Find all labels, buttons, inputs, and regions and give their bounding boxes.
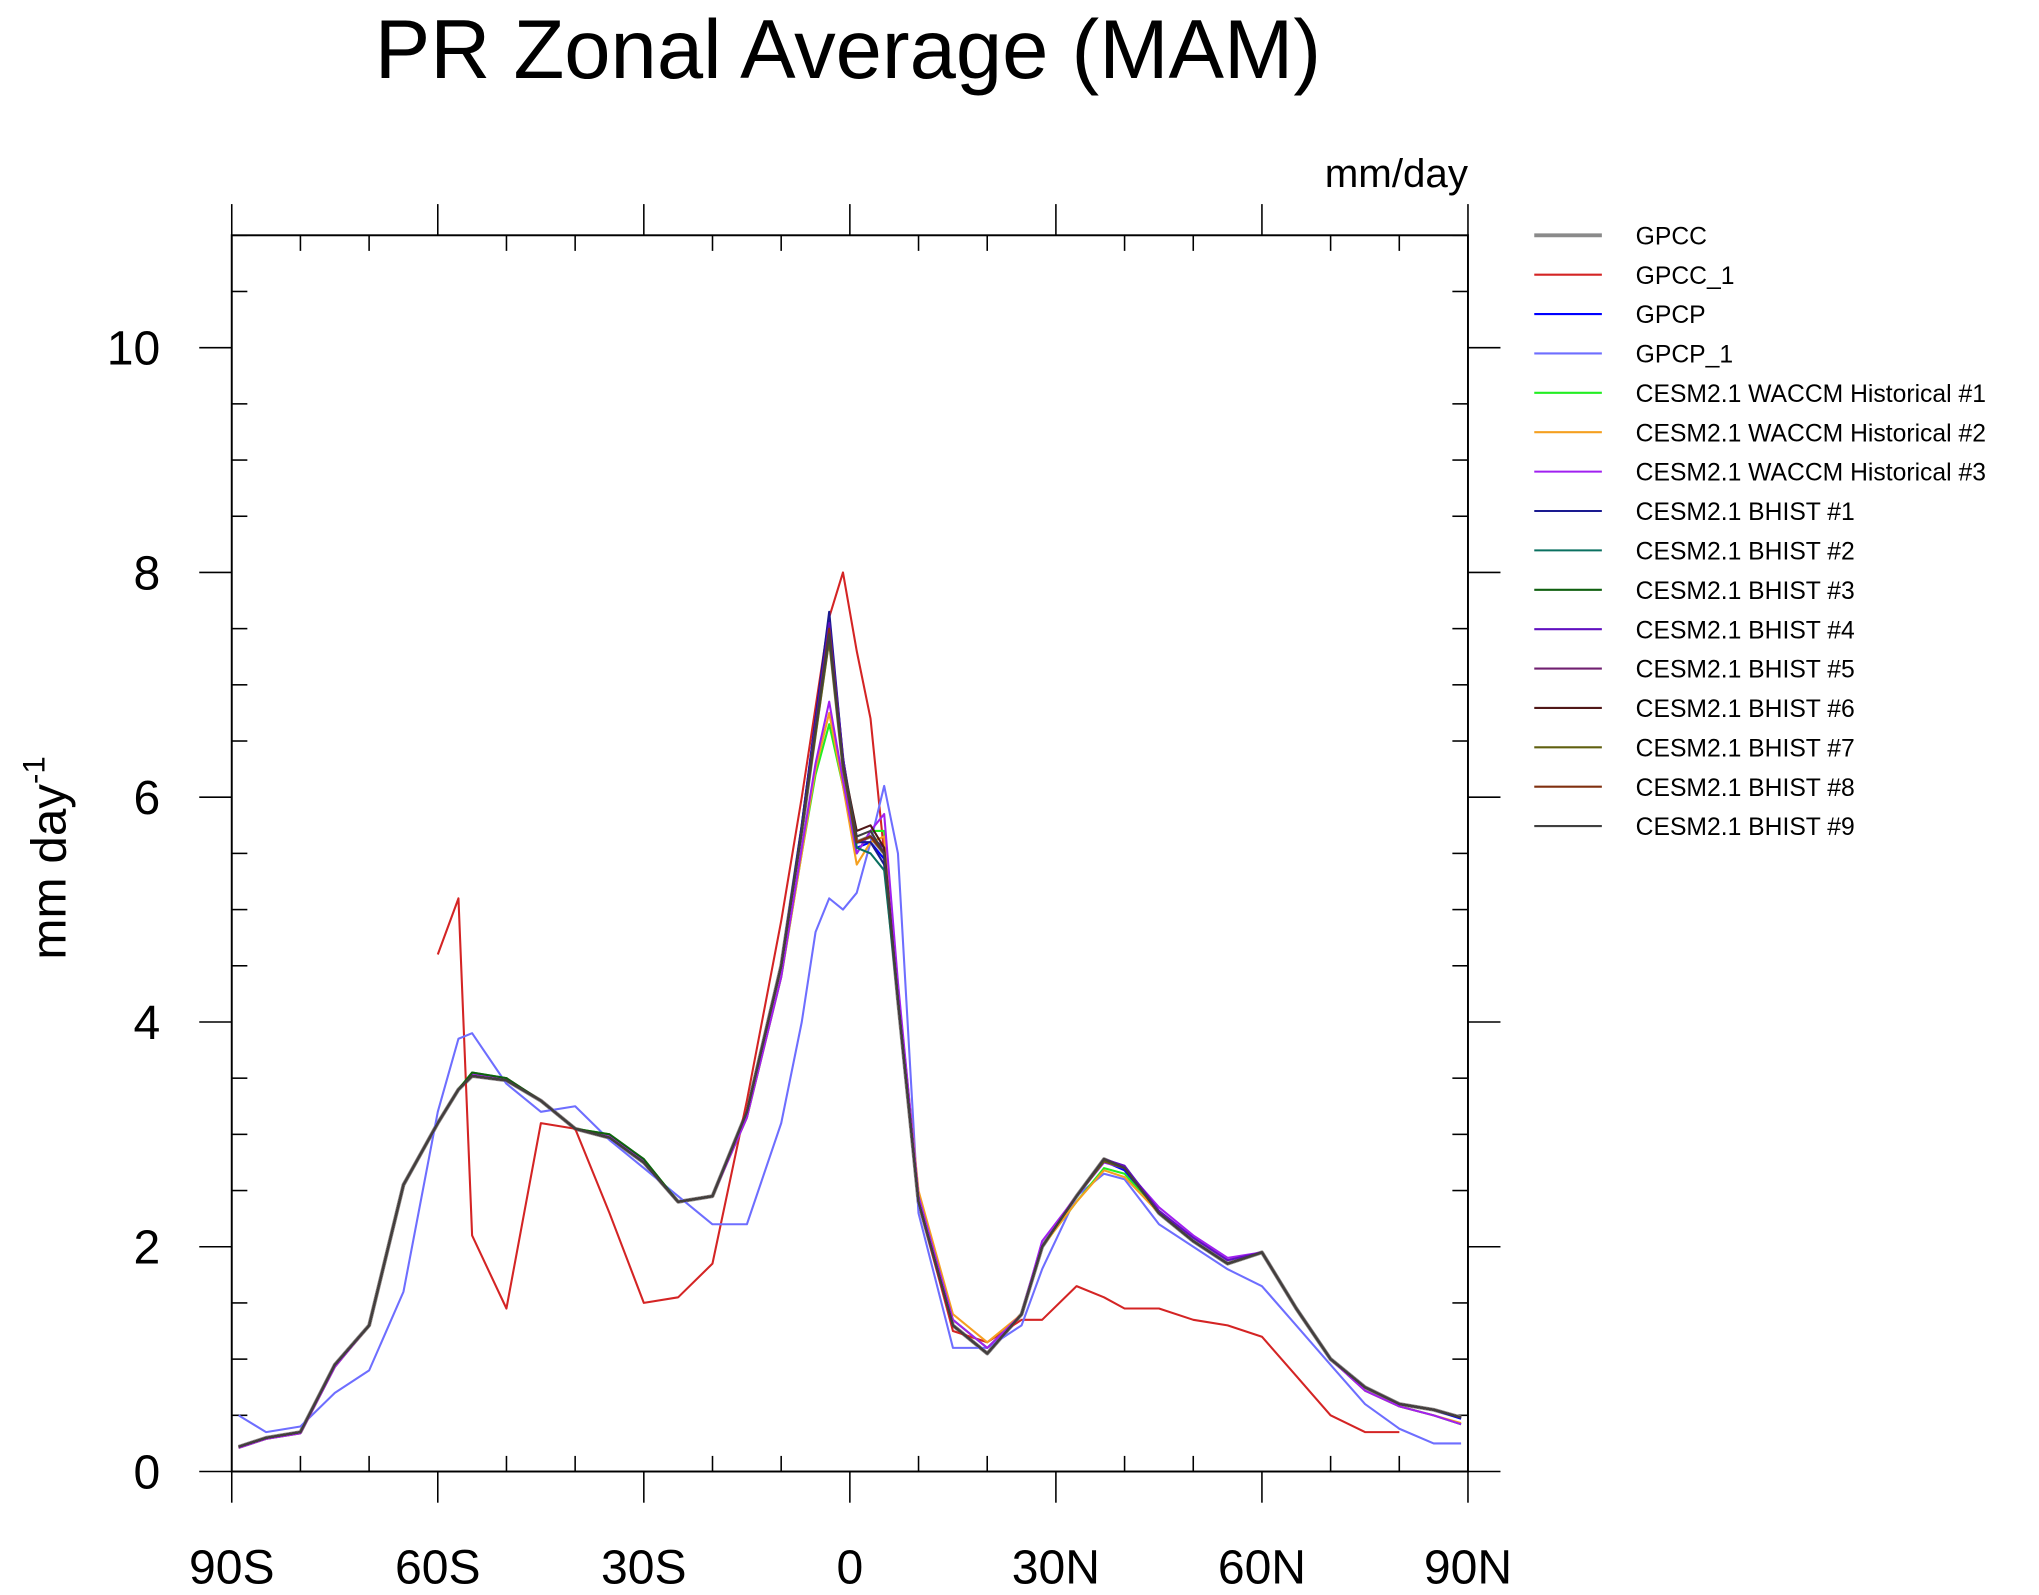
series-line (238, 633, 1462, 1448)
series-line (238, 627, 1462, 1448)
legend-label: CESM2.1 WACCM Historical #1 (1636, 381, 1986, 408)
y-label-text: mm day (21, 784, 76, 960)
x-tick-label: 60N (1218, 1540, 1306, 1594)
legend-label: CESM2.1 BHIST #6 (1636, 696, 1855, 723)
y-tick-label: 10 (107, 322, 160, 376)
legend-label: CESM2.1 BHIST #7 (1636, 735, 1855, 762)
series-line (238, 622, 1462, 1448)
y-tick-label: 2 (134, 1221, 161, 1275)
y-tick-label: 6 (134, 771, 161, 825)
x-tick-label: 90S (189, 1540, 275, 1594)
legend-label: CESM2.1 BHIST #1 (1636, 499, 1855, 526)
y-tick-label: 0 (134, 1445, 161, 1499)
legend-label: CESM2.1 BHIST #8 (1636, 775, 1855, 802)
x-tick-label: 30S (601, 1540, 687, 1594)
units-label: mm/day (1325, 151, 1469, 196)
series-line (238, 638, 1462, 1448)
series-line (238, 616, 1462, 1448)
y-tick-label: 8 (134, 546, 161, 600)
y-label-exponent: -1 (17, 756, 52, 784)
series-line (238, 632, 1462, 1449)
series-line (238, 784, 1462, 1445)
x-tick-label: 0 (836, 1540, 863, 1594)
series-line (238, 711, 1462, 1449)
legend-label: GPCP (1636, 302, 1706, 329)
x-tick-label: 60S (395, 1540, 481, 1594)
y-tick-label: 4 (134, 996, 161, 1050)
series-line (238, 633, 1462, 1448)
series-line (238, 638, 1462, 1448)
x-tick-label: 30N (1012, 1540, 1100, 1594)
legend-label: CESM2.1 BHIST #5 (1636, 657, 1855, 684)
legend-label: CESM2.1 WACCM Historical #2 (1636, 420, 1986, 447)
series-line (238, 633, 1462, 1448)
series-line (238, 627, 1462, 1448)
x-tick-label: 90N (1424, 1540, 1512, 1594)
legend-label: CESM2.1 BHIST #9 (1636, 814, 1855, 841)
series-line (238, 610, 1462, 1448)
legend-label: CESM2.1 BHIST #4 (1636, 617, 1855, 644)
series-line (238, 723, 1462, 1449)
chart-title: PR Zonal Average (MAM) (375, 3, 1321, 96)
y-axis-label: mm day-1 (17, 756, 77, 959)
legend-label: CESM2.1 BHIST #3 (1636, 578, 1855, 605)
series-line (238, 700, 1462, 1449)
legend-label: GPCC (1636, 223, 1707, 250)
legend-label: CESM2.1 WACCM Historical #3 (1636, 460, 1986, 487)
legend-label: CESM2.1 BHIST #2 (1636, 538, 1855, 565)
legend-label: GPCP_1 (1636, 342, 1733, 369)
series-line (436, 571, 1400, 1434)
legend-label: GPCC_1 (1636, 263, 1735, 290)
